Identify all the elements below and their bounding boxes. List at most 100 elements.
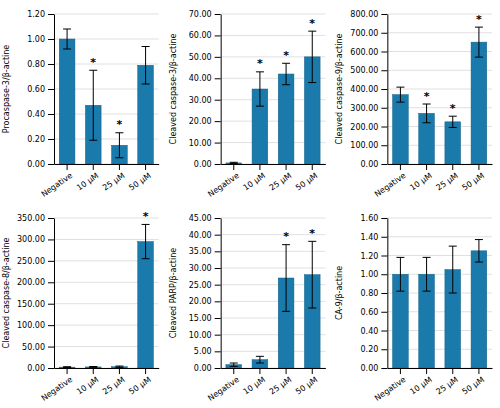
error-bar-cap — [115, 157, 123, 158]
marks — [393, 27, 487, 164]
tick-label: 50.00 — [22, 343, 45, 352]
error-bar-stem — [426, 104, 427, 123]
error-bar — [142, 47, 150, 85]
tick-label: 700.00 — [350, 29, 378, 38]
tick-label: Negative — [206, 375, 241, 403]
annotation: * — [283, 49, 289, 62]
tick-mark — [215, 121, 221, 122]
tick: 40.00 — [189, 231, 221, 240]
tick-label: 350.00 — [17, 214, 45, 223]
tick-mark — [381, 274, 387, 275]
tick-label: 150.00 — [17, 300, 45, 309]
axis-line — [221, 368, 326, 369]
tick-label: 30.00 — [189, 96, 212, 105]
tick: Negative — [373, 164, 408, 199]
tick-label: Negative — [206, 171, 241, 199]
tick: 0.20 — [361, 345, 388, 354]
tick-mark — [381, 218, 387, 219]
tick: 0.40 — [361, 327, 388, 336]
tick-mark — [259, 164, 260, 170]
tick: 50 μM — [294, 368, 319, 396]
grid — [387, 218, 492, 368]
tick-label: 15.00 — [189, 314, 212, 323]
tick: Negative — [40, 368, 75, 403]
tick-mark — [145, 164, 146, 170]
error-bar-cap — [142, 84, 150, 85]
error-bar-stem — [400, 257, 401, 291]
tick: 20.00 — [189, 297, 221, 306]
annotation: * — [450, 102, 456, 115]
tick-label: 50 μM — [127, 375, 152, 397]
y-axis: 0.005.0010.0015.0020.0025.0030.0035.0040… — [189, 214, 221, 373]
error-bar-stem — [426, 257, 427, 291]
error-bar-stem — [259, 72, 260, 106]
tick: 300.00 — [350, 104, 387, 113]
error-bar-cap — [142, 224, 150, 225]
tick-label: 0.20 — [361, 345, 379, 354]
tick: 0.20 — [27, 135, 54, 144]
tick-label: 1.20 — [361, 252, 379, 261]
tick-label: 50 μM — [461, 375, 486, 397]
tick: 0.80 — [361, 289, 388, 298]
x-axis: Negative10 μM25 μM50 μM — [373, 164, 493, 199]
bar — [393, 95, 409, 164]
error-bar-cap — [89, 70, 97, 71]
tick-mark — [215, 368, 221, 369]
tick-mark — [215, 251, 221, 252]
error-bar-cap — [475, 57, 483, 58]
tick: 0.60 — [27, 85, 54, 94]
error-bar-cap — [89, 366, 97, 367]
error-bar-cap — [63, 366, 71, 367]
tick: 0.00 — [194, 364, 221, 373]
tick: 700.00 — [350, 29, 387, 38]
tick: 50 μM — [461, 368, 486, 396]
error-bar — [449, 116, 457, 127]
error-bar-stem — [452, 246, 453, 293]
tick: 1.20 — [27, 10, 54, 19]
tick-label: 0.20 — [27, 135, 45, 144]
tick: 10 μM — [242, 368, 267, 396]
tick-label: 1.60 — [361, 214, 379, 223]
tick: 400.00 — [350, 85, 387, 94]
tick: 250.00 — [17, 257, 54, 266]
tick: 100.00 — [17, 321, 54, 330]
tick-mark — [93, 164, 94, 170]
tick-label: Negative — [373, 171, 408, 199]
tick-mark — [215, 57, 221, 58]
tick-mark — [215, 143, 221, 144]
tick-mark — [145, 368, 146, 374]
tick-label: 5.00 — [194, 347, 212, 356]
tick-mark — [93, 368, 94, 374]
tick-mark — [48, 218, 54, 219]
error-bar-cap — [89, 140, 97, 141]
tick: 10 μM — [408, 164, 433, 192]
y-axis: 0.000.200.400.600.801.001.20 — [27, 10, 54, 169]
tick-mark — [119, 164, 120, 170]
tick-label: 10 μM — [75, 171, 100, 193]
tick-mark — [400, 368, 401, 374]
tick-label: 25 μM — [268, 375, 293, 397]
tick-label: 100.00 — [17, 321, 45, 330]
tick-mark — [48, 39, 54, 40]
tick-mark — [67, 164, 68, 170]
tick-label: 10.00 — [189, 139, 212, 148]
tick: 5.00 — [194, 347, 221, 356]
tick: 0.00 — [361, 160, 388, 169]
error-bar-stem — [452, 116, 453, 127]
error-bar-cap — [475, 239, 483, 240]
tick-label: 1.20 — [27, 10, 45, 19]
error-bar — [396, 257, 404, 291]
tick-mark — [400, 164, 401, 170]
tick-label: 0.00 — [27, 364, 45, 373]
tick-label: 100.00 — [350, 141, 378, 150]
tick: 0.00 — [27, 160, 54, 169]
tick-label: 1.00 — [361, 270, 379, 279]
tick-label: 10 μM — [75, 375, 100, 397]
error-bar — [396, 87, 404, 102]
tick-mark — [233, 368, 234, 374]
error-bar-cap — [230, 163, 238, 164]
error-bar-cap — [282, 84, 290, 85]
tick-mark — [215, 100, 221, 101]
tick-label: 50 μM — [294, 375, 319, 397]
tick: 20.00 — [189, 117, 221, 126]
